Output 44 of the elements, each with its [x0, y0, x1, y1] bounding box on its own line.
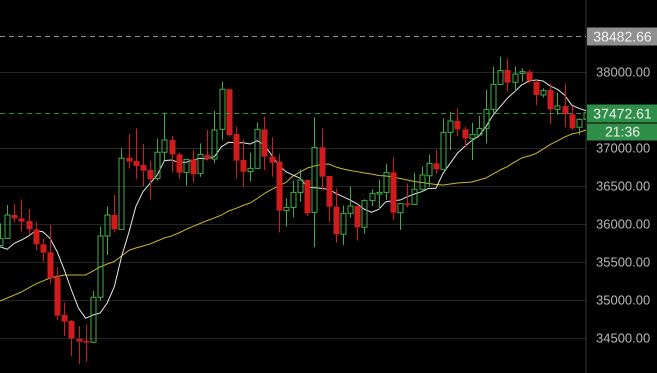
candlestick [354, 206, 360, 242]
candlestick [118, 148, 124, 230]
candlestick [312, 116, 318, 248]
candlestick [18, 198, 24, 232]
y-tick-label: 36500.00 [596, 178, 650, 194]
candlestick [112, 194, 118, 234]
y-tick-label: 38000.00 [596, 64, 650, 80]
y-tick-label: 36000.00 [596, 216, 650, 232]
candlestick [12, 203, 18, 224]
candlestick [554, 92, 560, 116]
candlestick [262, 116, 268, 171]
candlestick [190, 150, 196, 183]
candlestick [170, 136, 176, 173]
candlestick [34, 221, 40, 251]
candlestick [398, 202, 404, 231]
candlestick [412, 172, 418, 205]
candlestick [26, 208, 32, 236]
ref-line-label: 37472.61 [593, 105, 652, 122]
candlestick [526, 69, 532, 84]
candlestick [462, 126, 468, 146]
y-tick-label: 37000.00 [596, 140, 650, 156]
candlestick [404, 182, 410, 208]
candlestick [548, 82, 554, 125]
candlestick [212, 110, 218, 164]
candlestick [434, 150, 440, 175]
y-tick-label: 34500.00 [596, 330, 650, 346]
candlestick [184, 158, 190, 186]
candlestick [390, 156, 396, 221]
candlestick [454, 108, 460, 137]
candlestick [334, 188, 340, 244]
ref-line-label: 38482.66 [593, 28, 652, 44]
candlestick [562, 82, 568, 128]
candlestick [198, 142, 204, 178]
candlestick [504, 58, 510, 92]
candlestick [204, 130, 210, 162]
candlestick [40, 238, 46, 262]
candlestick [534, 80, 540, 106]
candlestick [176, 152, 182, 179]
candlestick [304, 180, 310, 216]
candlestick [570, 106, 576, 131]
text: 21:36 [604, 123, 640, 140]
candlestick [220, 81, 226, 140]
y-tick-label: 35500.00 [596, 254, 650, 270]
y-tick-label: 35000.00 [596, 292, 650, 308]
